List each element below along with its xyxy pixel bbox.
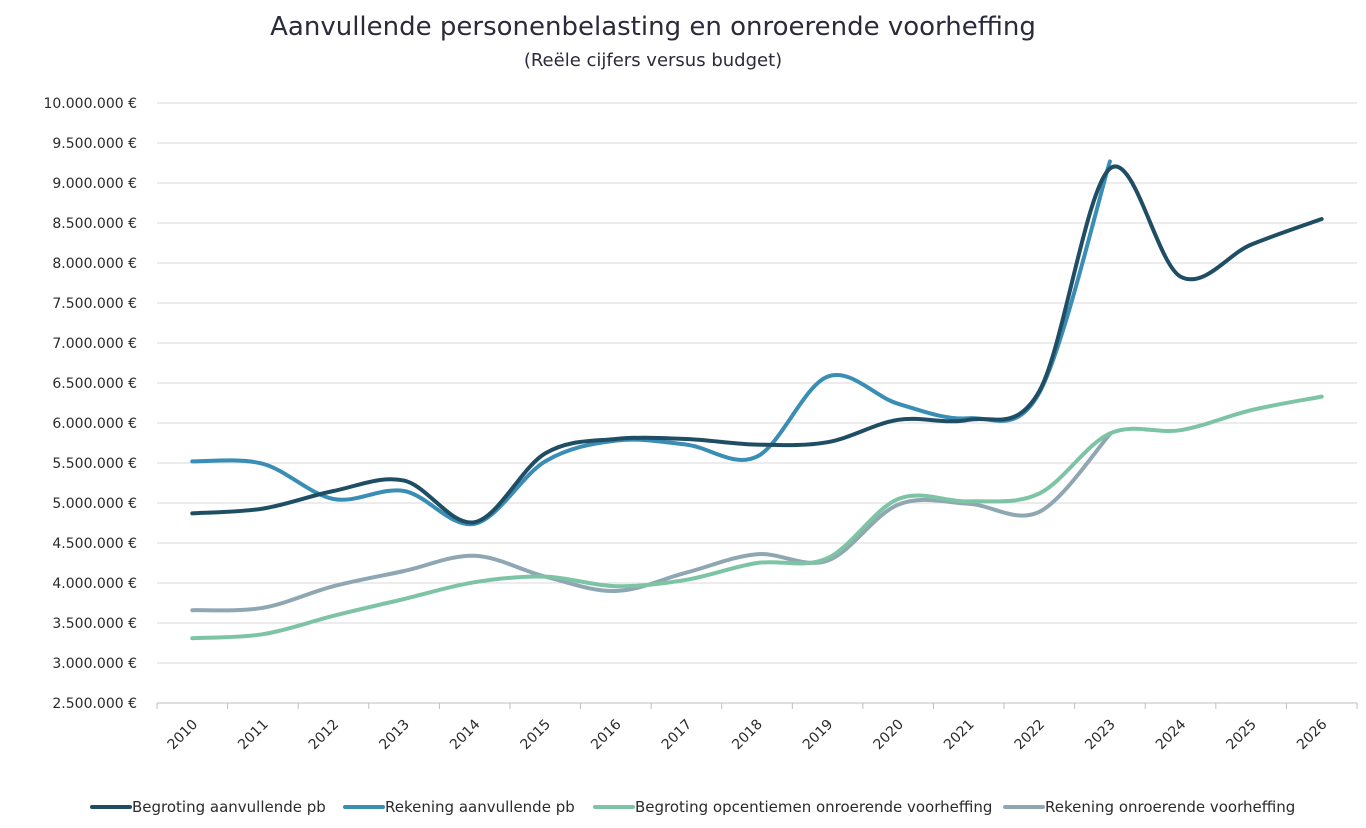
y-tick-label: 3.000.000 € <box>52 656 137 672</box>
x-tick-label: 2024 <box>1153 716 1190 753</box>
y-tick-label: 6.500.000 € <box>52 376 137 392</box>
y-tick-label: 3.500.000 € <box>52 616 137 632</box>
legend-label: Rekening onroerende voorheffing <box>1045 798 1295 816</box>
axes: 2.500.000 € 3.000.000 € 3.500.000 € 4.000.0… <box>43 96 1358 754</box>
legend: Begroting aanvullende pb Rekening aanvull… <box>90 798 1295 816</box>
series-line-4 <box>190 432 1112 613</box>
x-tick-label: 2019 <box>800 717 837 754</box>
series-lines <box>190 159 1324 641</box>
x-tick-label: 2012 <box>306 717 343 754</box>
x-tick-label: 2018 <box>729 717 766 754</box>
x-tick-label: 2013 <box>376 717 413 754</box>
series-line-3 <box>190 394 1324 641</box>
x-tick-label: 2023 <box>1082 717 1119 754</box>
x-tick-label: 2011 <box>235 717 272 754</box>
x-tick-label: 2022 <box>1012 717 1049 754</box>
x-tick-label: 2017 <box>659 717 696 754</box>
x-tick-label: 2026 <box>1294 716 1331 753</box>
y-tick-label: 7.000.000 € <box>52 336 137 352</box>
y-tick-label: 8.500.000 € <box>52 216 137 232</box>
x-tick-label: 2025 <box>1223 717 1260 754</box>
y-tick-label: 8.000.000 € <box>52 256 137 272</box>
y-tick-label: 9.000.000 € <box>52 176 137 192</box>
x-tick-label: 2014 <box>447 716 484 753</box>
chart-subtitle: (Reële cijfers versus budget) <box>523 50 783 71</box>
y-tick-label: 10.000.000 € <box>43 96 137 112</box>
x-tick-label: 2021 <box>941 717 978 754</box>
chart-title: Aanvullende personenbelasting en onroere… <box>270 12 1036 42</box>
legend-label: Begroting aanvullende pb <box>132 798 326 816</box>
legend-label: Rekening aanvullende pb <box>385 798 575 816</box>
y-tick-label: 9.500.000 € <box>52 136 137 152</box>
y-tick-label: 6.000.000 € <box>52 416 137 432</box>
y-tick-label: 4.000.000 € <box>52 576 137 592</box>
x-tick-label: 2010 <box>165 717 202 754</box>
x-tick-label: 2016 <box>588 716 625 753</box>
y-tick-label: 2.500.000 € <box>52 696 137 712</box>
legend-label: Begroting opcentiemen onroerende voorhef… <box>635 798 992 816</box>
y-tick-label: 5.000.000 € <box>52 496 137 512</box>
y-tick-label: 4.500.000 € <box>52 536 137 552</box>
y-tick-label: 5.500.000 € <box>52 456 137 472</box>
x-tick-label: 2015 <box>518 717 555 754</box>
x-tick-label: 2020 <box>870 717 907 754</box>
series-line-1 <box>190 164 1324 525</box>
y-tick-label: 7.500.000 € <box>52 296 137 312</box>
